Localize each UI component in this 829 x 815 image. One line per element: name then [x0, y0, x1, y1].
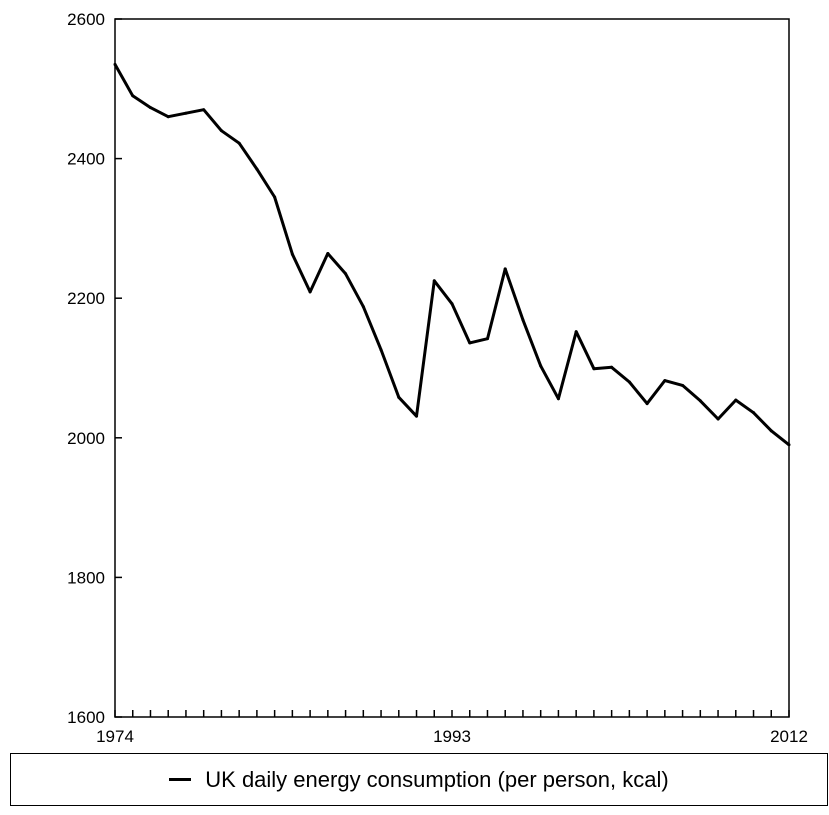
data-point — [432, 279, 436, 283]
data-point — [131, 94, 135, 98]
y-tick-label: 2200 — [67, 289, 105, 308]
data-point — [202, 108, 206, 112]
data-point — [361, 305, 365, 309]
data-point — [716, 417, 720, 421]
data-point — [166, 115, 170, 119]
data-point — [787, 443, 791, 447]
data-point — [397, 395, 401, 399]
data-point — [273, 195, 277, 199]
data-point — [326, 252, 330, 256]
data-point — [521, 318, 525, 322]
data-point — [556, 397, 560, 401]
data-points — [113, 62, 791, 447]
y-axis-ticks: 1600 1800 2000 2200 2400 2600 — [67, 10, 122, 727]
x-axis-ticks: 1974 1993 2012 — [96, 710, 808, 745]
data-point — [485, 337, 489, 341]
y-tick-label: 2600 — [67, 10, 105, 29]
series-line — [113, 63, 790, 446]
data-point — [219, 129, 223, 133]
data-point — [290, 252, 294, 256]
legend: UK daily energy consumption (per person,… — [10, 753, 828, 806]
y-tick-label: 2400 — [67, 150, 105, 169]
y-tick-label: 1600 — [67, 708, 105, 727]
x-tick-label: 1993 — [433, 727, 471, 745]
data-point — [184, 111, 188, 115]
data-point — [539, 364, 543, 368]
data-point — [255, 167, 259, 171]
data-point — [379, 348, 383, 352]
y-tick-label: 1800 — [67, 568, 105, 587]
data-point — [237, 141, 241, 145]
y-tick-label: 2000 — [67, 429, 105, 448]
data-point — [769, 429, 773, 433]
legend-line-swatch — [169, 778, 192, 781]
data-point — [450, 302, 454, 306]
data-point — [698, 399, 702, 403]
x-tick-label: 2012 — [770, 727, 808, 745]
legend-label: UK daily energy consumption (per person,… — [205, 766, 669, 792]
data-point — [113, 62, 117, 66]
data-point — [681, 383, 685, 387]
data-point — [645, 402, 649, 406]
x-tick-label: 1974 — [96, 727, 134, 745]
data-point — [344, 272, 348, 276]
data-point — [308, 290, 312, 294]
data-point — [663, 379, 667, 383]
data-point — [148, 106, 152, 110]
line-chart: 1600 1800 2000 2200 2400 2600 1974 1993 2012 — [67, 10, 808, 745]
data-point — [752, 411, 756, 415]
data-point — [610, 365, 614, 369]
data-point — [734, 398, 738, 402]
data-point — [415, 414, 419, 418]
data-point — [503, 267, 507, 271]
data-point — [592, 367, 596, 371]
data-point — [574, 330, 578, 334]
data-point — [627, 380, 631, 384]
data-point — [468, 341, 472, 345]
